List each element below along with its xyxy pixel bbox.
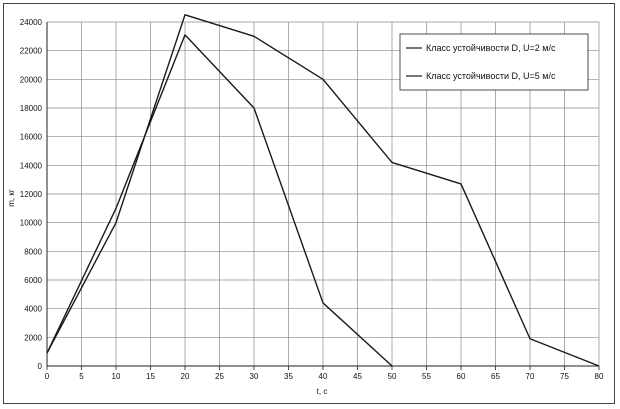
x-tick-label: 65 [491,372,500,381]
x-tick-label: 30 [250,372,259,381]
axes [46,22,600,370]
y-tick-label: 12000 [20,190,43,199]
series-2-line [46,34,393,367]
y-tick-label: 20000 [20,75,43,84]
legend-label-series-1: Класс устойчивости D, U=2 м/с [426,43,556,53]
x-tick-label: 80 [595,372,604,381]
x-tick-label: 45 [353,372,362,381]
y-tick-label: 2000 [24,333,42,342]
x-tick-label: 50 [388,372,397,381]
x-tick-label: 35 [284,372,293,381]
x-tick-label: 75 [560,372,569,381]
x-tick-label: 20 [181,372,190,381]
tick-labels: 0 2000 4000 6000 8000 10000 12000 14000 16000 180… [20,18,604,381]
y-tick-label: 4000 [24,305,42,314]
y-tick-label: 16000 [20,133,43,142]
y-tick-label: 14000 [20,161,43,170]
legend-box [399,33,589,91]
y-tick-label: 24000 [20,18,43,27]
y-axis-title: m, кг [7,189,16,207]
y-tick-label: 18000 [20,104,43,113]
legend: Класс устойчивости D, U=2 м/с Класс усто… [399,33,589,91]
x-tick-label: 70 [526,372,535,381]
x-tick-label: 25 [215,372,224,381]
x-tick-label: 10 [112,372,121,381]
x-tick-label: 60 [457,372,466,381]
legend-label-series-2: Класс устойчивости D, U=5 м/с [426,71,556,81]
y-tick-label: 0 [38,362,43,371]
x-tick-label: 5 [79,372,84,381]
x-tick-label: 0 [45,372,50,381]
series-lines [46,14,600,367]
x-tick-label: 15 [146,372,155,381]
x-tick-label: 55 [422,372,431,381]
x-axis-title: t, c [317,387,328,396]
y-tick-label: 6000 [24,276,42,285]
x-tick-label: 40 [319,372,328,381]
y-tick-label: 8000 [24,247,42,256]
y-tick-label: 10000 [20,219,43,228]
series-1-line [46,14,600,367]
y-tick-label: 22000 [20,47,43,56]
